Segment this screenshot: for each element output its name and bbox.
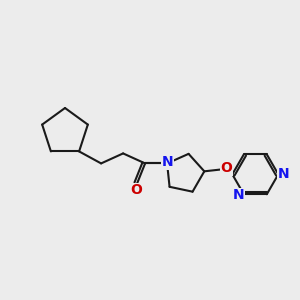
Text: N: N: [278, 167, 289, 181]
Text: N: N: [161, 155, 173, 170]
Text: O: O: [220, 161, 232, 175]
Text: N: N: [233, 188, 244, 202]
Text: O: O: [130, 183, 142, 197]
